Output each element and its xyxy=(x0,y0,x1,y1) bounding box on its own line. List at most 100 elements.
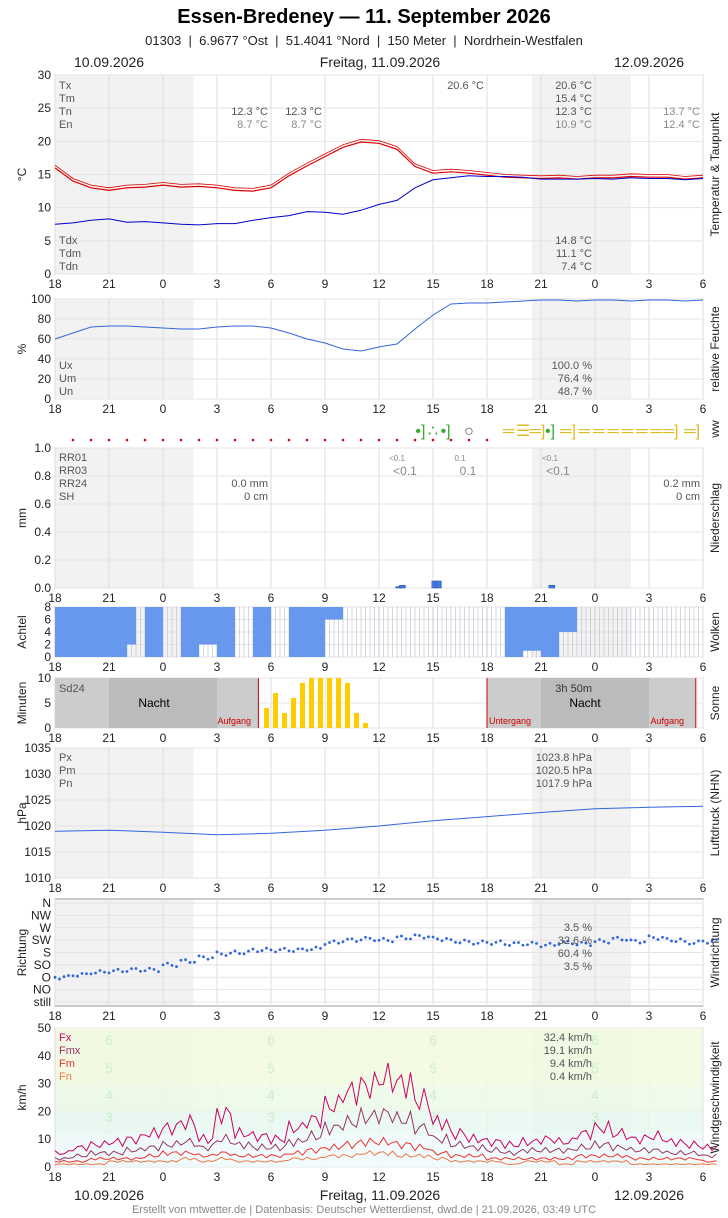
precip-label-key: RR01 xyxy=(59,452,87,464)
direction-point xyxy=(80,972,84,975)
precip-label-value: 0 cm xyxy=(676,491,700,503)
wind-label-value: 32.4 km/h xyxy=(544,1032,592,1044)
date-center: Freitag, 11.09.2026 xyxy=(319,54,441,70)
temp-label-value: 12.3 °C xyxy=(285,106,322,118)
x-tick-label: 0 xyxy=(592,591,599,605)
direction-point xyxy=(467,940,471,943)
direction-point xyxy=(197,954,201,958)
x-tick-label: 21 xyxy=(534,591,548,605)
dew-label-key: Tdm xyxy=(59,248,81,260)
x-tick-label: 0 xyxy=(592,1009,599,1023)
direction-point xyxy=(67,974,70,977)
x-tick-label: 3 xyxy=(646,660,653,674)
dew-label-value: 11.1 °C xyxy=(556,248,592,260)
wind-label-key: Fm xyxy=(59,1058,75,1070)
direction-point xyxy=(287,949,291,953)
direction-point xyxy=(89,972,93,976)
direction-point xyxy=(269,948,273,952)
y-tick-label: 2 xyxy=(44,638,51,652)
y-tick-label: 6 xyxy=(44,613,51,627)
precip-bar xyxy=(399,584,406,589)
x-tick-label: 3 xyxy=(646,881,653,895)
hum-label-key: Un xyxy=(59,386,73,398)
y-tick-label: 20 xyxy=(38,1104,52,1118)
ww-dot xyxy=(233,438,237,442)
x-tick-label: 21 xyxy=(102,1170,116,1184)
y-tick-label: 10 xyxy=(38,671,52,685)
beaufort-band xyxy=(56,1028,702,1087)
y-tick-label: 25 xyxy=(38,101,52,115)
y-tick-label: 80 xyxy=(38,312,52,326)
temp-label-value: 12.3 °C xyxy=(555,106,592,118)
direction-point xyxy=(107,971,111,975)
temp-label-value: 8.7 °C xyxy=(237,119,268,131)
y-tick-label: 0.0 xyxy=(34,581,51,595)
direction-point xyxy=(427,935,430,939)
x-tick-label: 15 xyxy=(426,1170,440,1184)
direction-point xyxy=(530,940,534,944)
direction-point xyxy=(431,935,435,939)
footer-date-right: 12.09.2026 xyxy=(614,1187,685,1203)
direction-point xyxy=(449,938,453,942)
direction-tick-label: N xyxy=(42,896,51,910)
precip-hour-small: 0.1 xyxy=(454,454,466,463)
x-tick-label: 15 xyxy=(426,1009,440,1023)
y-tick-label: 1010 xyxy=(24,871,51,885)
x-tick-label: 18 xyxy=(48,660,62,674)
direction-point xyxy=(305,948,309,952)
wind-label-value: 9.4 km/h xyxy=(550,1058,592,1070)
weather-symbol: ═] xyxy=(662,423,679,440)
direction-point xyxy=(665,936,669,940)
weather-symbol: ═ xyxy=(650,423,663,440)
temp-label-value: 13.7 °C xyxy=(663,106,700,118)
direction-point xyxy=(224,954,228,957)
direction-label-value: 3.5 % xyxy=(564,961,592,973)
x-tick-label: 3 xyxy=(214,881,221,895)
x-tick-label: 18 xyxy=(480,1009,494,1023)
y-tick-label: 60 xyxy=(38,332,52,346)
y-tick-label: 40 xyxy=(38,352,52,366)
x-tick-label: 6 xyxy=(700,660,707,674)
precip-hour-value: 0.1 xyxy=(460,464,477,478)
direction-point xyxy=(674,940,678,944)
x-tick-label: 21 xyxy=(102,660,116,674)
x-tick-label: 18 xyxy=(48,1009,62,1023)
side-label: Temperatur & Taupunkt xyxy=(708,112,722,237)
direction-point xyxy=(661,935,664,939)
cloud-bar xyxy=(73,607,91,657)
direction-point xyxy=(629,938,633,942)
cloud-bar xyxy=(325,607,343,620)
y-tick-label: 0 xyxy=(44,721,51,735)
x-tick-label: 21 xyxy=(534,881,548,895)
direction-point xyxy=(526,943,529,947)
x-tick-label: 21 xyxy=(102,731,116,745)
x-tick-label: 0 xyxy=(160,277,167,291)
beaufort-label: 5 xyxy=(267,1060,275,1076)
x-tick-label: 3 xyxy=(646,402,653,416)
weather-symbol: ☰ xyxy=(516,423,530,440)
direction-point xyxy=(188,961,192,964)
x-tick-label: 0 xyxy=(160,731,167,745)
temp-label-value: 20.6 °C xyxy=(555,80,592,92)
x-tick-label: 0 xyxy=(592,731,599,745)
y-tick-label: 0 xyxy=(44,650,51,664)
sun-bar xyxy=(345,683,350,728)
direction-point xyxy=(202,955,205,959)
precip-bar xyxy=(548,584,556,589)
beaufort-label: 5 xyxy=(429,1060,437,1076)
x-tick-label: 3 xyxy=(646,731,653,745)
temp-label-value: 20.6 °C xyxy=(447,80,484,92)
x-tick-label: 6 xyxy=(268,731,275,745)
direction-tick-label: NO xyxy=(33,983,51,997)
direction-point xyxy=(229,951,232,955)
x-tick-label: 21 xyxy=(102,402,116,416)
direction-point xyxy=(238,952,241,955)
x-tick-label: 0 xyxy=(592,1170,599,1184)
direction-point xyxy=(292,950,295,953)
x-tick-label: 9 xyxy=(322,1170,329,1184)
x-tick-label: 0 xyxy=(160,1009,167,1023)
x-tick-label: 18 xyxy=(48,1170,62,1184)
temp-label-key: Tx xyxy=(59,80,72,92)
x-tick-label: 15 xyxy=(426,402,440,416)
weather-symbol: ═ xyxy=(621,423,634,440)
